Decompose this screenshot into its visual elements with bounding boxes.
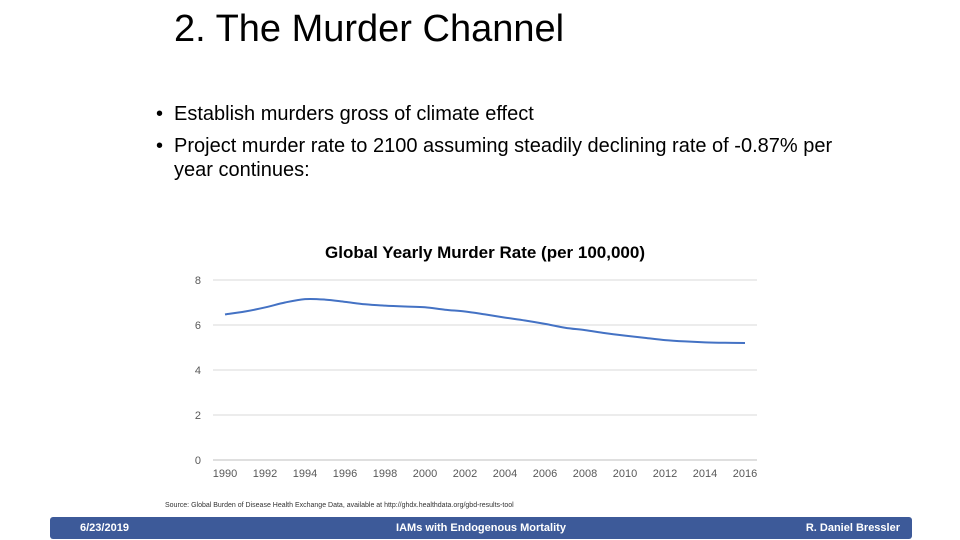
x-tick-label: 2010: [613, 468, 637, 480]
source-note: Source: Global Burden of Disease Health …: [165, 502, 514, 509]
y-tick-label: 8: [195, 275, 201, 287]
footer-bar: 6/23/2019 IAMs with Endogenous Mortality…: [50, 517, 912, 539]
x-tick-label: 2002: [453, 468, 477, 480]
x-tick-label: 2014: [693, 468, 717, 480]
bullet-item: Establish murders gross of climate effec…: [156, 102, 856, 126]
x-tick-label: 1992: [253, 468, 277, 480]
y-tick-label: 2: [195, 410, 201, 422]
x-tick-label: 1998: [373, 468, 397, 480]
bullet-list: Establish murders gross of climate effec…: [156, 102, 856, 190]
y-tick-label: 0: [195, 455, 201, 467]
x-tick-label: 2012: [653, 468, 677, 480]
x-tick-label: 2004: [493, 468, 517, 480]
y-tick-label: 6: [195, 320, 201, 332]
footer-title: IAMs with Endogenous Mortality: [396, 522, 566, 534]
chart-title: Global Yearly Murder Rate (per 100,000): [325, 243, 645, 262]
x-axis-ticks: 1990 1992 1994 1996 1998 2000 2002 2004 2006 2008…: [213, 468, 757, 480]
x-tick-label: 2008: [573, 468, 597, 480]
gridlines: [213, 279, 757, 461]
footer-author: R. Daniel Bressler: [805, 522, 900, 534]
x-tick-label: 2016: [733, 468, 757, 480]
x-tick-label: 2006: [533, 468, 557, 480]
x-tick-label: 2000: [413, 468, 437, 480]
y-axis-ticks: 0 2 4 6 8: [195, 275, 201, 467]
bullet-item: Project murder rate to 2100 assuming ste…: [156, 134, 856, 182]
slide-title: 2. The Murder Channel: [174, 8, 565, 50]
series-line: [224, 297, 746, 344]
y-tick-label: 4: [195, 365, 201, 377]
footer-date: 6/23/2019: [80, 522, 129, 534]
x-tick-label: 1994: [293, 468, 317, 480]
x-tick-label: 1990: [213, 468, 237, 480]
x-tick-label: 1996: [333, 468, 357, 480]
